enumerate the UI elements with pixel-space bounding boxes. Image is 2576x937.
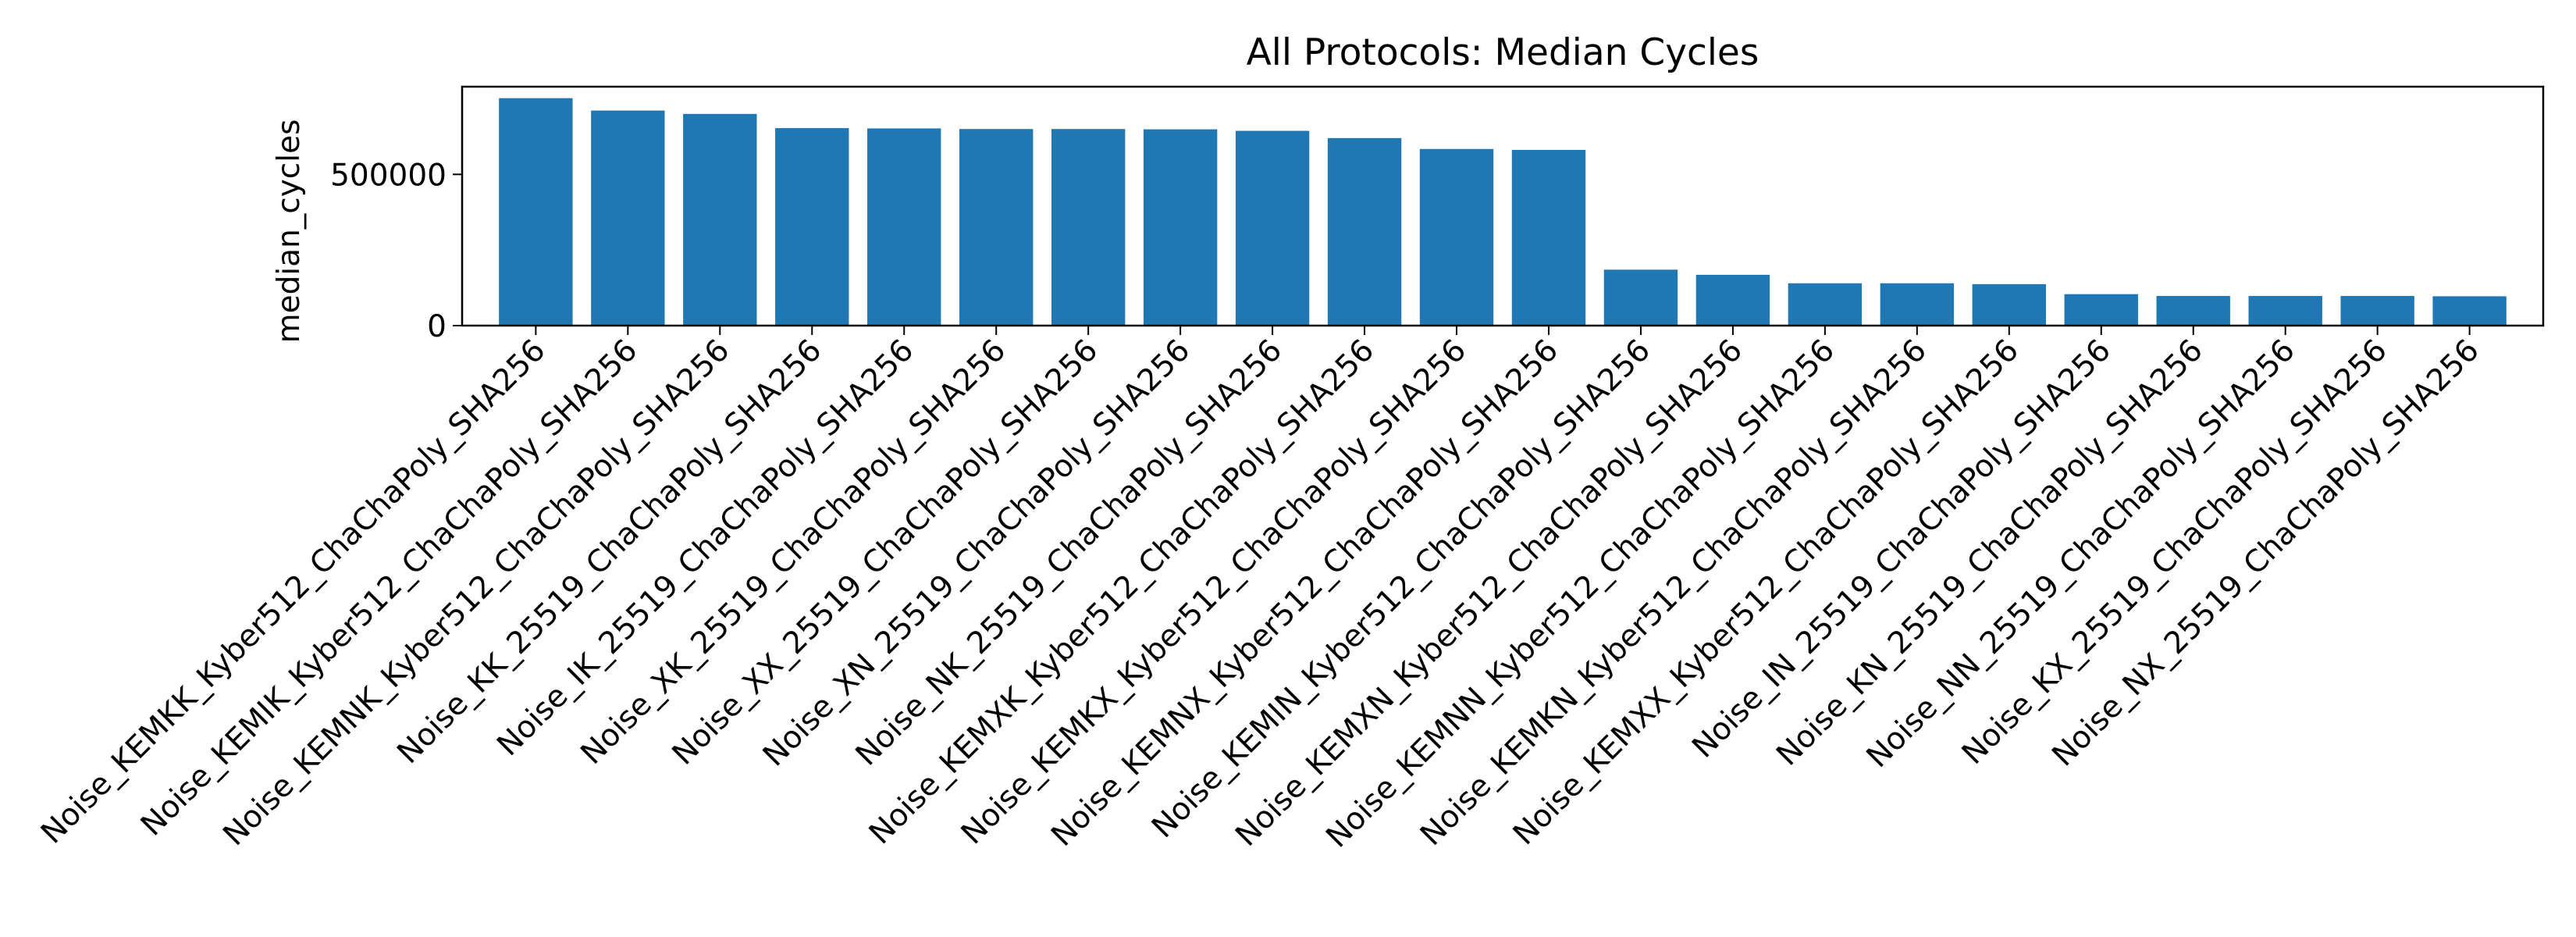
bars-group — [499, 98, 2507, 326]
bar — [775, 128, 849, 326]
bar — [2248, 296, 2322, 326]
y-axis-label: median_cycles — [272, 119, 307, 344]
bar — [1603, 269, 1678, 326]
bar — [1880, 283, 1955, 326]
bar — [1419, 148, 1494, 326]
bar — [2432, 296, 2507, 326]
bar — [2064, 294, 2138, 326]
bar — [1972, 283, 2046, 326]
x-tick-label: Noise_XN_25519_ChaChaPoly_SHA256 — [756, 333, 1197, 773]
chart-title: All Protocols: Median Cycles — [1247, 31, 1759, 74]
bar — [867, 128, 941, 326]
x-tick-label: Noise_XK_25519_ChaChaPoly_SHA256 — [575, 333, 1013, 771]
y-ticks-group: 0 500000 — [330, 158, 462, 344]
plot-frame — [461, 85, 2545, 327]
x-tick-label: Noise_KN_25519_ChaChaPoly_SHA256 — [1770, 333, 2209, 772]
bar — [959, 129, 1034, 326]
bar — [1327, 137, 1402, 326]
bar — [1235, 130, 1310, 326]
x-ticks-group: Noise_KEMKK_Kyber512_ChaChaPoly_SHA256No… — [34, 326, 2486, 855]
bar — [1051, 129, 1126, 326]
x-tick-label: Noise_NN_25519_ChaChaPoly_SHA256 — [1860, 333, 2302, 775]
bar — [591, 110, 665, 326]
x-tick-label: Noise_NX_25519_ChaChaPoly_SHA256 — [2045, 333, 2485, 773]
bar — [1511, 149, 1586, 326]
bar — [1695, 274, 1770, 326]
x-tick-label: Noise_KX_25519_ChaChaPoly_SHA256 — [1955, 333, 2394, 771]
bar — [683, 113, 757, 326]
x-tick-label: Noise_XX_25519_ChaChaPoly_SHA256 — [666, 333, 1105, 771]
x-tick-label: Noise_KK_25519_ChaChaPoly_SHA256 — [390, 333, 828, 771]
bar — [499, 98, 573, 326]
y-tick-label: 0 — [427, 309, 447, 344]
bar — [2340, 296, 2414, 326]
x-tick-label: Noise_IN_25519_ChaChaPoly_SHA256 — [1685, 333, 2117, 764]
x-tick-label: Noise_NK_25519_ChaChaPoly_SHA256 — [849, 333, 1289, 772]
bar — [1788, 283, 1863, 326]
y-tick-label: 500000 — [330, 158, 447, 193]
bar — [1143, 129, 1218, 326]
bar — [2156, 296, 2230, 326]
